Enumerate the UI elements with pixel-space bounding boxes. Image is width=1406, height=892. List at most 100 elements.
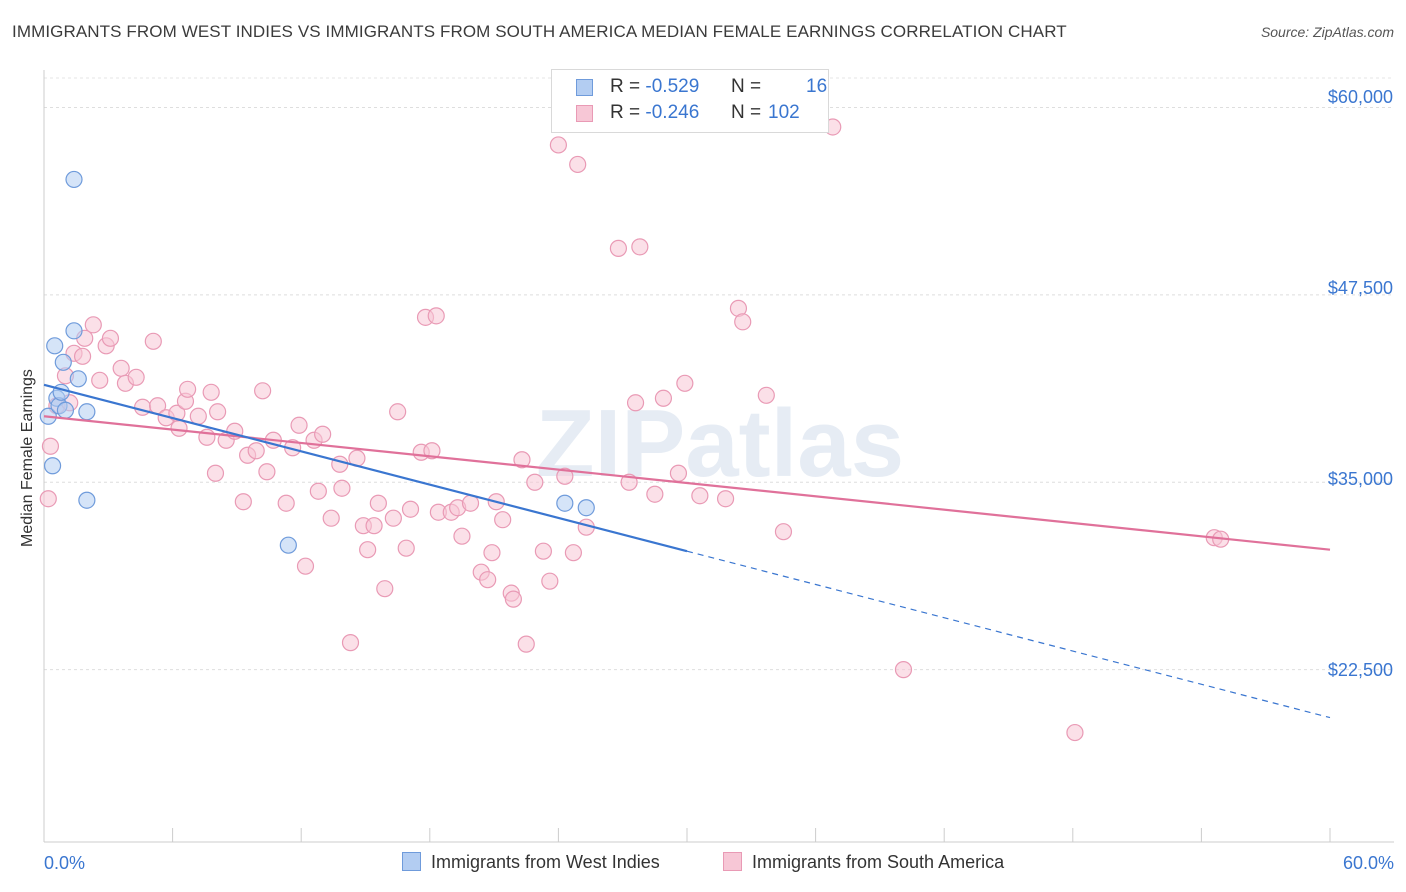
- south-america-point: [365, 517, 383, 535]
- south-america-point: [234, 493, 252, 511]
- west-indies-point: [279, 536, 297, 554]
- south-america-point: [774, 523, 793, 541]
- gridlines: [44, 77, 1394, 671]
- y-tick-label: $35,000: [1327, 469, 1393, 489]
- legend-item-south-america: Immigrants from South America: [723, 852, 1004, 873]
- south-america-point: [189, 407, 207, 425]
- south-america-point: [127, 368, 145, 386]
- r-label: R =: [610, 76, 641, 97]
- n-label: N =: [731, 76, 762, 97]
- south-america-point: [376, 580, 394, 598]
- south-america-point: [691, 487, 709, 505]
- south-america-point: [397, 539, 415, 557]
- south-america-point: [389, 403, 407, 421]
- trend-line-west-indies-extrapolated: [686, 550, 1331, 719]
- south-america-point: [517, 635, 535, 653]
- south-america-point: [894, 661, 913, 679]
- south-america-point: [534, 542, 552, 560]
- south-america-point: [41, 437, 60, 455]
- south-america-point: [427, 307, 445, 325]
- chart-title: IMMIGRANTS FROM WEST INDIES VS IMMIGRANT…: [12, 22, 1067, 41]
- south-america-point: [206, 464, 225, 482]
- south-america-point: [73, 347, 92, 365]
- y-axis-title: Median Female Earnings: [19, 369, 36, 547]
- y-tick-label: $22,500: [1327, 660, 1393, 680]
- south-america-point: [631, 238, 649, 256]
- west-indies-point: [43, 457, 62, 475]
- south-america-point: [479, 571, 497, 589]
- south-america-point: [322, 509, 340, 527]
- south-america-point: [526, 473, 544, 491]
- west-indies-point: [577, 499, 595, 517]
- south-america-point: [609, 239, 628, 257]
- x-tick-label-max: 60.0%: [1342, 853, 1394, 873]
- west-indies-swatch: [402, 852, 421, 871]
- r-value-south-america: -0.246: [645, 102, 700, 123]
- south-america-point: [112, 359, 130, 377]
- n-value-west-indies: 16: [806, 76, 828, 97]
- south-america-point: [254, 382, 272, 400]
- south-america-point: [384, 509, 402, 527]
- south-america-point: [314, 425, 332, 443]
- south-america-point: [401, 500, 420, 518]
- west-indies-point: [46, 337, 64, 355]
- x-tick-label-min: 0.0%: [44, 853, 86, 873]
- legend-label-south-america: Immigrants from South America: [752, 852, 1005, 872]
- south-america-point: [734, 313, 752, 331]
- west-indies-point: [556, 494, 574, 512]
- south-america-point: [564, 544, 583, 562]
- points-south-america: [39, 118, 1230, 742]
- legend-item-west-indies: Immigrants from West Indies: [402, 852, 660, 873]
- south-america-point: [669, 464, 688, 482]
- south-america-point: [331, 455, 349, 473]
- source-label: Source: ZipAtlas.com: [1260, 24, 1394, 40]
- south-america-point: [1066, 723, 1084, 742]
- south-america-point: [202, 383, 220, 401]
- south-america-point: [483, 544, 501, 562]
- n-label: N =: [731, 102, 762, 123]
- axes: [43, 70, 1394, 843]
- south-america-point: [513, 451, 531, 469]
- y-tick-label: $60,000: [1327, 87, 1393, 107]
- r-label: R =: [610, 102, 641, 123]
- south-america-point: [757, 386, 775, 404]
- y-tick-label: $47,500: [1327, 278, 1393, 298]
- south-america-point: [179, 380, 197, 398]
- south-america-swatch: [576, 105, 593, 122]
- south-america-point: [144, 332, 162, 350]
- r-value-west-indies: -0.529: [645, 76, 700, 97]
- south-america-point: [209, 403, 227, 421]
- south-america-point: [549, 136, 568, 154]
- south-america-point: [84, 316, 102, 334]
- south-america-point: [369, 494, 387, 512]
- trend-line-south-america: [43, 415, 1331, 551]
- south-america-point: [39, 490, 57, 508]
- south-america-point: [646, 485, 664, 503]
- south-america-point: [541, 572, 559, 590]
- south-america-point: [309, 482, 327, 500]
- south-america-point: [359, 541, 377, 559]
- west-indies-point: [56, 401, 75, 419]
- south-america-point: [333, 479, 351, 497]
- south-america-point: [626, 394, 645, 412]
- south-america-point: [494, 511, 512, 529]
- south-america-point: [569, 155, 587, 174]
- south-america-point: [423, 442, 441, 460]
- trend-lines: [43, 383, 1331, 719]
- south-america-point: [453, 527, 471, 545]
- legend-label-west-indies: Immigrants from West Indies: [431, 852, 660, 872]
- trend-line-west-indies: [43, 383, 688, 553]
- south-america-point: [556, 467, 574, 485]
- west-indies-point: [69, 370, 87, 388]
- south-america-swatch: [723, 852, 742, 871]
- south-america-point: [290, 416, 308, 434]
- south-america-point: [101, 329, 120, 347]
- west-indies-point: [54, 353, 72, 371]
- south-america-point: [277, 494, 295, 512]
- correlation-legend: R = -0.529 N = 16 R = -0.246 N = 102: [551, 69, 829, 133]
- west-indies-point: [65, 322, 83, 340]
- west-indies-swatch: [576, 79, 593, 96]
- south-america-point: [170, 419, 188, 437]
- west-indies-point: [65, 170, 83, 189]
